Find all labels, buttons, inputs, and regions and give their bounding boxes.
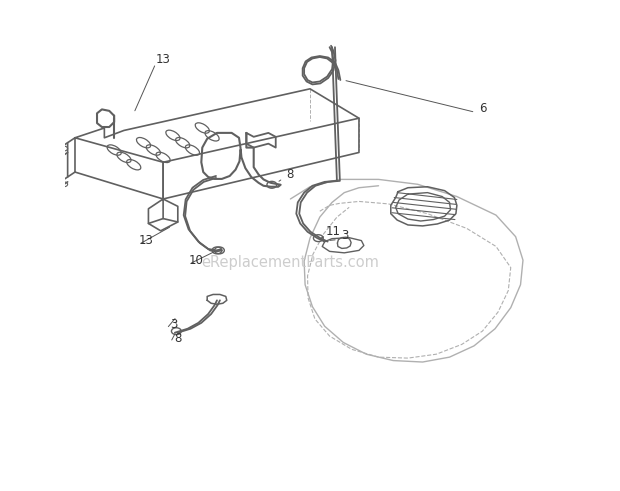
Text: 11: 11 — [326, 225, 341, 238]
Text: 13: 13 — [138, 234, 153, 247]
Text: 3: 3 — [342, 229, 349, 242]
Text: 13: 13 — [156, 53, 171, 66]
Text: 10: 10 — [189, 254, 204, 267]
Text: 8: 8 — [286, 168, 294, 181]
Text: 3: 3 — [170, 318, 177, 331]
Text: 8: 8 — [174, 332, 182, 345]
Text: eReplacementParts.com: eReplacementParts.com — [202, 255, 379, 270]
Text: 6: 6 — [479, 102, 487, 115]
